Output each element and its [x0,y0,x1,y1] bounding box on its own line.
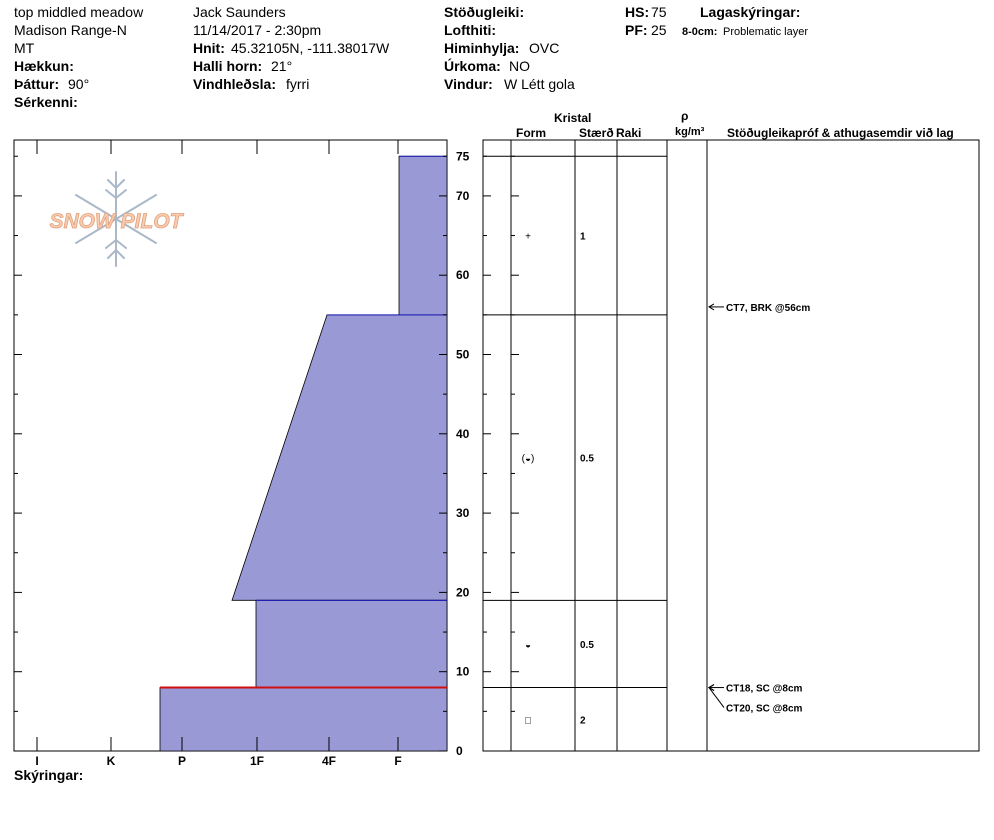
y-tick-label: 60 [456,268,470,282]
sky-label: Himinhylja: [444,40,520,56]
coords-label: Hnit: [193,40,225,56]
hardness-tick-label: K [107,754,116,768]
hardness-tick-label: F [394,754,401,768]
hardness-layer [159,687,448,752]
rho-header: ρ [681,109,689,123]
hs-value: 75 [651,4,667,20]
y-tick-label: 30 [456,506,470,520]
aspect-value: 90° [68,76,90,92]
test-arrow-icon [708,684,715,691]
grain-size: 1 [580,232,586,243]
stability-label: Stöðugleiki: [444,4,525,20]
y-tick-label: 40 [456,427,470,441]
snowflake-icon [75,171,157,267]
hardness-layer [231,314,448,601]
wind-value: W Létt gola [504,76,575,92]
kristal-header: Kristal [554,111,592,125]
precip-value: NO [509,58,530,74]
slope-label: Halli horn: [193,58,263,74]
snowpilot-logo: SNOW PILOT [49,171,185,267]
y-tick-label: 50 [456,348,470,362]
features-label: Sérkenni: [14,94,78,110]
grain-form: + [525,232,531,243]
y-tick-label: 20 [456,585,470,599]
stability-test-label: CT7, BRK @56cm [726,303,810,314]
problem-depth: 8-0cm: [682,26,718,38]
hardness-tick-label: P [178,754,186,768]
test-arrow-icon [708,303,715,311]
tests-header: Stöðugleikapróf & athugasemdir við lag [727,126,954,140]
observer: Jack Saunders [193,4,286,20]
datetime: 11/14/2017 - 2:30pm [193,22,322,38]
air-temp-label: Lofthiti: [444,22,497,38]
problem-text: Problematic layer [723,26,808,38]
wind-label: Vindur: [444,76,493,92]
grain-form: (◒) [522,454,535,465]
hardness-layer [398,155,448,316]
y-tick-label: 75 [456,149,470,163]
stability-test-label: CT18, SC @8cm [726,684,803,695]
grain-form: ◒ [525,640,531,651]
legend-label: Lagaskýringar: [700,4,801,20]
logo-text: SNOW PILOT [50,210,185,233]
grain-form: □ [525,715,531,726]
grain-size: 2 [580,715,586,726]
grain-size: 0.5 [580,454,594,465]
grain-size: 0.5 [580,640,594,651]
coords-value: 45.32105N, -111.38017W [231,40,390,56]
range: Madison Range-N [14,22,127,38]
wind-loading-value: fyrri [286,76,310,92]
hardness-layer [255,599,448,688]
density-header: kg/m³ [675,126,705,138]
moisture-header: Raki [616,126,642,140]
location: top middled meadow [14,4,144,20]
form-header: Form [516,126,546,140]
hardness-tick-label: 4F [322,754,336,768]
precip-label: Úrkoma: [444,58,501,74]
hardness-tick-label: 1F [250,754,264,768]
hardness-tick-label: I [35,754,38,768]
notes-label: Skýringar: [14,767,84,783]
slope-value: 21° [271,58,293,74]
wind-loading-label: Vindhleðsla: [193,76,276,92]
stability-test-label: CT20, SC @8cm [726,704,803,715]
sky-value: OVC [529,40,560,56]
aspect-label: Þáttur: [14,76,60,92]
elevation-label: Hækkun: [14,58,74,74]
y-tick-label: 10 [456,665,470,679]
y-tick-label: 70 [456,189,470,203]
size-header: Stærð [579,126,614,140]
hs-label: HS: [625,4,650,20]
y-tick-label: 0 [456,744,463,758]
pf-label: PF: [625,22,648,38]
test-pointer-line [708,687,725,708]
pf-value: 25 [651,22,667,38]
state: MT [14,40,35,56]
table-frame [482,139,980,752]
